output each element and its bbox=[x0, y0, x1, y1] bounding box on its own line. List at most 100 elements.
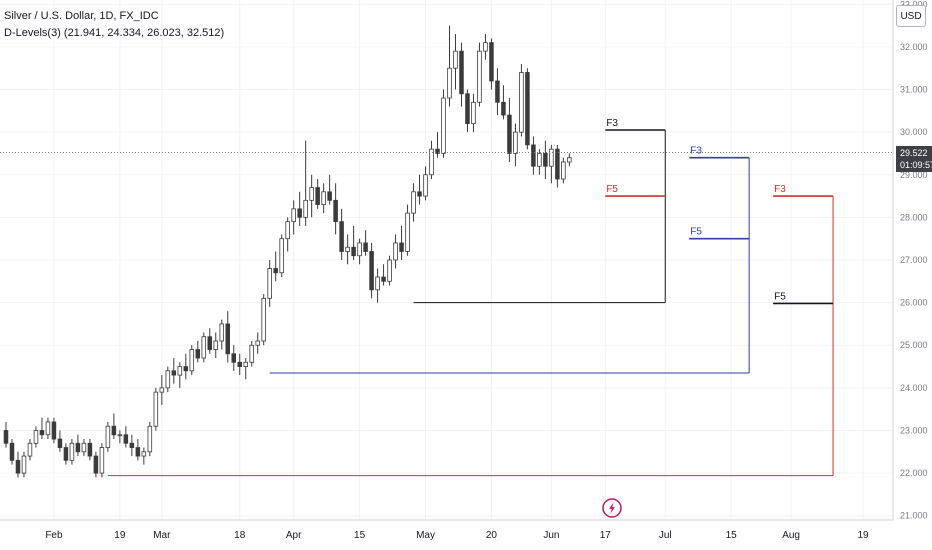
candle-body bbox=[393, 242, 398, 261]
candle bbox=[135, 439, 141, 461]
candle-body bbox=[447, 67, 452, 99]
candle bbox=[219, 319, 225, 350]
price-axis[interactable]: 21.000 22.000 23.000 24.000 25.000 26.000 27.0… bbox=[900, 0, 928, 521]
candle bbox=[285, 217, 290, 252]
candle-body bbox=[435, 148, 440, 154]
candle-body bbox=[45, 421, 51, 436]
y-tick-label: 30.000 bbox=[900, 127, 928, 137]
candle-body bbox=[225, 323, 231, 355]
currency-button[interactable]: USD bbox=[896, 5, 926, 27]
candle-body bbox=[459, 50, 464, 95]
y-tick-label: 32.000 bbox=[900, 42, 928, 52]
indicator-label: D-Levels(3) (21.941, 24.334, 26.023, 32.… bbox=[4, 27, 225, 39]
candle-body bbox=[285, 221, 290, 240]
candle bbox=[141, 447, 147, 465]
candle bbox=[543, 140, 548, 180]
candle bbox=[225, 311, 231, 363]
candle bbox=[375, 268, 380, 303]
candle-body bbox=[339, 221, 344, 252]
x-tick-label: May bbox=[416, 530, 435, 541]
candle bbox=[369, 242, 374, 299]
candle bbox=[399, 225, 404, 260]
candle-body bbox=[441, 97, 446, 154]
candle-body bbox=[51, 421, 57, 440]
candle bbox=[273, 251, 278, 282]
level-label: F3 bbox=[690, 146, 702, 157]
candle bbox=[525, 68, 530, 150]
x-tick-label: 18 bbox=[234, 530, 246, 541]
candle bbox=[549, 144, 554, 184]
grid bbox=[0, 0, 893, 520]
candle-body bbox=[429, 148, 434, 176]
time-axis[interactable]: Feb 19 Mar 18 Apr 15 May 20 Jun 17 Jul 15 Aug 19 bbox=[45, 530, 869, 541]
candle-body bbox=[363, 242, 368, 252]
candle-body bbox=[381, 276, 386, 282]
candle bbox=[405, 204, 410, 256]
candle-body bbox=[513, 131, 518, 154]
candle-body bbox=[501, 101, 506, 116]
candle bbox=[165, 366, 171, 393]
candle bbox=[507, 98, 512, 162]
candle bbox=[15, 451, 21, 478]
y-tick-label: 24.000 bbox=[900, 383, 928, 393]
candle bbox=[243, 358, 248, 380]
candle-body bbox=[135, 447, 141, 457]
candle-body bbox=[477, 50, 482, 103]
candle-body bbox=[243, 361, 248, 367]
candle-body bbox=[387, 259, 392, 282]
candle-body bbox=[261, 297, 266, 342]
candle bbox=[531, 136, 536, 175]
candle-body bbox=[537, 153, 542, 167]
candle-body bbox=[75, 442, 81, 453]
candle bbox=[537, 149, 542, 175]
candle-body bbox=[507, 114, 512, 154]
candle bbox=[111, 413, 117, 440]
candle bbox=[459, 42, 464, 107]
candle bbox=[303, 140, 308, 226]
candle bbox=[3, 421, 9, 448]
candle-body bbox=[33, 430, 39, 444]
candle bbox=[105, 421, 111, 452]
candle-body bbox=[567, 157, 572, 163]
candle-body bbox=[129, 442, 135, 448]
candle bbox=[117, 430, 123, 444]
candle bbox=[75, 434, 81, 457]
candle-body bbox=[273, 268, 278, 274]
candle bbox=[513, 123, 518, 167]
lightning-icon[interactable] bbox=[602, 498, 622, 518]
candle-body bbox=[453, 50, 458, 69]
candle bbox=[393, 234, 398, 269]
candle-body bbox=[69, 442, 75, 461]
x-tick-label: Jun bbox=[543, 530, 559, 541]
candle-body bbox=[213, 340, 219, 350]
candle bbox=[435, 132, 440, 158]
candle-body bbox=[465, 93, 470, 125]
candle-body bbox=[201, 336, 207, 359]
candle bbox=[357, 238, 362, 265]
candle-body bbox=[399, 242, 404, 252]
candle bbox=[129, 434, 135, 457]
candle-body bbox=[3, 430, 9, 444]
candle-body bbox=[531, 144, 536, 167]
bar-countdown: 01:09:57 bbox=[900, 159, 932, 170]
candle bbox=[297, 191, 302, 226]
y-tick-label: 28.000 bbox=[900, 212, 928, 222]
candle bbox=[453, 34, 458, 90]
candle bbox=[465, 89, 470, 133]
candle-body bbox=[375, 276, 380, 291]
candle-body bbox=[147, 425, 153, 453]
candle-body bbox=[321, 191, 326, 205]
x-tick-label: 17 bbox=[600, 530, 612, 541]
candle-body bbox=[267, 268, 272, 299]
candle bbox=[321, 183, 326, 214]
candle bbox=[57, 430, 63, 452]
y-tick-label: 27.000 bbox=[900, 255, 928, 265]
candle-body bbox=[561, 161, 566, 180]
candle-body bbox=[471, 101, 476, 125]
candle-body bbox=[525, 72, 530, 146]
level-label: F5 bbox=[606, 184, 618, 195]
candle-body bbox=[483, 42, 488, 52]
candle bbox=[27, 439, 33, 461]
candle-body bbox=[21, 455, 27, 474]
